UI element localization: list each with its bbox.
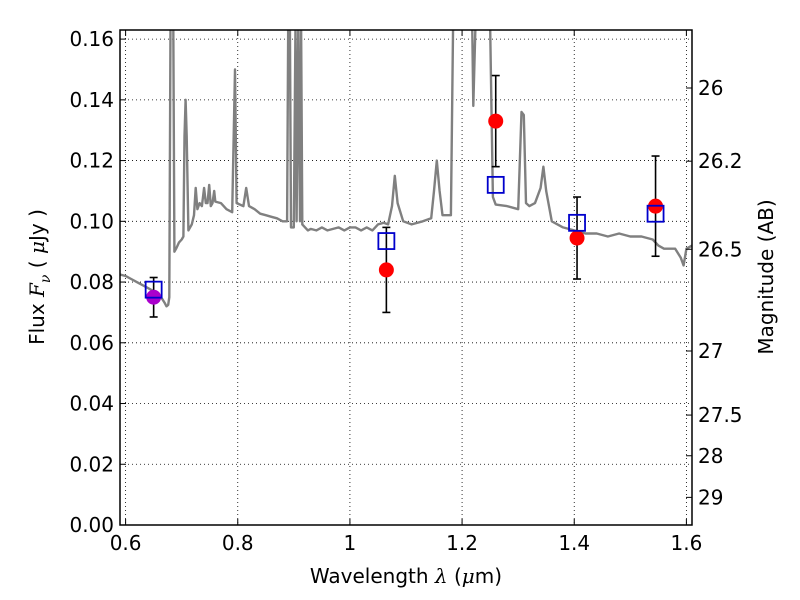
model-point bbox=[377, 232, 396, 250]
grid bbox=[120, 30, 692, 526]
model-point bbox=[486, 175, 505, 194]
spectrum-line bbox=[120, 30, 692, 308]
y2-axis-title: Magnitude (AB) bbox=[754, 199, 778, 354]
observed-point bbox=[569, 230, 585, 246]
y-tick-label: 0.14 bbox=[69, 88, 114, 112]
spectrum-layer bbox=[120, 30, 692, 308]
x-tick-label: 1.4 bbox=[558, 531, 590, 555]
x-tick-label: 1.2 bbox=[446, 531, 478, 555]
y2-tick-label: 29 bbox=[698, 485, 723, 509]
y2-tick-label: 27 bbox=[698, 339, 723, 363]
observed-point bbox=[488, 113, 504, 129]
y-tick-label: 0.02 bbox=[69, 452, 114, 476]
y-tick-label: 0.10 bbox=[69, 209, 114, 233]
x-tick-label: 0.8 bbox=[222, 531, 254, 555]
y2-tick-label: 26 bbox=[698, 76, 723, 100]
y-tick-label: 0.16 bbox=[69, 27, 114, 51]
y2-tick-label: 28 bbox=[698, 444, 723, 468]
x-tick-label: 1 bbox=[344, 531, 357, 555]
x-tick-label: 1.6 bbox=[670, 531, 702, 555]
y-tick-label: 0.00 bbox=[69, 513, 114, 537]
model-point bbox=[568, 213, 586, 232]
tick-layer: 0.6 0.8 1 1.2 1.4 1.6 0.00 0.02 0.04 0.06 0.08 0.10… bbox=[69, 27, 742, 555]
y2-tick-label: 26.2 bbox=[698, 149, 743, 173]
y-tick-label: 0.12 bbox=[69, 149, 114, 173]
y-tick-label: 0.06 bbox=[69, 331, 114, 355]
y-tick-label: 0.04 bbox=[69, 392, 114, 416]
model-point bbox=[144, 280, 163, 299]
observed-point bbox=[378, 262, 394, 278]
x-tick-label: 0.6 bbox=[110, 531, 142, 555]
x-axis-title: Wavelength λ (μm) bbox=[310, 564, 502, 588]
marker-layer bbox=[144, 74, 665, 318]
model-point bbox=[646, 204, 665, 223]
y2-tick-label: 27.5 bbox=[698, 403, 743, 427]
y-tick-label: 0.08 bbox=[69, 270, 114, 294]
y-axis-title: Flux Fν ( μJy ) bbox=[25, 209, 54, 345]
y2-tick-label: 26.5 bbox=[698, 237, 743, 261]
plot-frame bbox=[119, 29, 693, 526]
